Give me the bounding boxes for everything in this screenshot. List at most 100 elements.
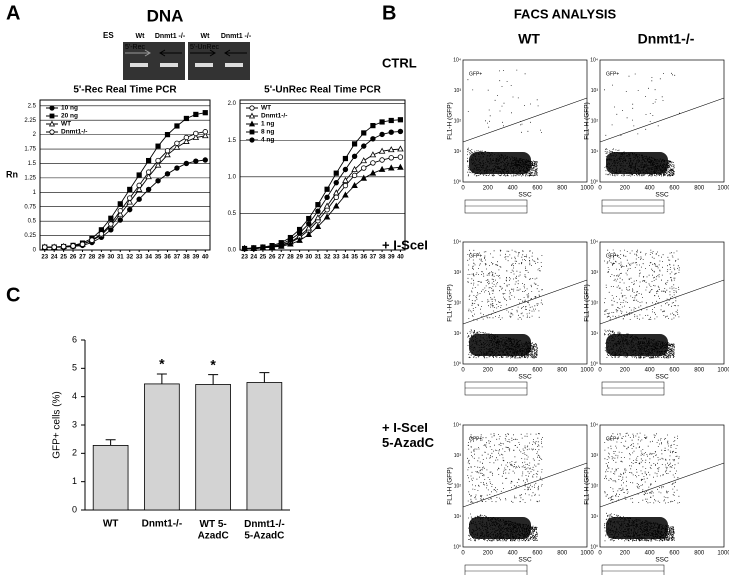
gel-band (160, 63, 178, 67)
gate-line (462, 462, 588, 508)
point (241, 245, 248, 252)
point (60, 243, 67, 250)
primer-label: 5'-Rec (125, 44, 146, 51)
legend-label: 1 ng (261, 121, 274, 128)
x-tick-label: 23 (241, 255, 248, 261)
facs-core (469, 334, 531, 356)
point (305, 230, 313, 238)
point (164, 151, 171, 158)
x-tick-label: 400 (508, 551, 519, 557)
point (183, 137, 190, 144)
facs-plot: GFP+ 0 200 400 600 800 1000 10⁰ 10¹ 10² 10³ 10⁴ SSC F… (447, 422, 594, 575)
facs-plot: GFP+ 0 200 400 600 800 1000 10⁰ 10¹ 10² 10³ 10⁴ SSC F… (584, 57, 729, 214)
x-tick-label: 0 (598, 368, 602, 374)
stats-table (464, 381, 528, 396)
point (397, 128, 404, 135)
gate-line (599, 462, 725, 508)
x-tick-label: 200 (620, 368, 631, 374)
y-tick-label: 10² (591, 118, 599, 124)
y-tick-label: 0.25 (24, 233, 36, 239)
x-tick-label: 32 (126, 255, 133, 261)
x-tick-label: 30 (107, 255, 114, 261)
series-line (244, 131, 401, 249)
y-tick-label: 10⁴ (453, 239, 461, 245)
point (388, 129, 394, 135)
x-tick-label: 0 (461, 186, 465, 192)
y-tick-label: 10² (454, 483, 462, 489)
x-tick-label: 25 (60, 255, 67, 261)
facs-plot: GFP+ 0 200 400 600 800 1000 10⁰ 10¹ 10² 10³ 10⁴ SSC F… (447, 239, 594, 396)
point (145, 169, 152, 175)
x-tick-label: 800 (557, 551, 568, 557)
x-tick-label: 31 (315, 255, 322, 261)
y-axis-label: FL1-H (GFP) (447, 284, 454, 322)
y-tick-label: 10² (454, 300, 462, 306)
legend-label: WT (61, 121, 71, 128)
x-tick-label: 37 (370, 255, 377, 261)
y-tick-label: 4 (72, 391, 77, 401)
x-tick-label: 39 (192, 255, 199, 261)
x-tick-label: 600 (532, 368, 543, 374)
x-axis-label: SSC (518, 192, 532, 199)
y-tick-label: 10³ (591, 270, 599, 276)
y-tick-label: 10⁰ (590, 179, 598, 185)
x-tick-label: 40 (202, 255, 209, 261)
y-tick-label: 0.75 (24, 204, 36, 210)
x-tick-label: 800 (694, 186, 705, 192)
facs-title: FACS ANALYSIS (514, 6, 617, 21)
x-tick-label: 31 (117, 255, 124, 261)
y-tick-label: 10¹ (454, 331, 462, 337)
point (202, 129, 208, 135)
gate-label: GFP+ (469, 436, 482, 442)
y-tick-label: 10¹ (454, 149, 462, 155)
point (278, 241, 284, 247)
point (202, 157, 208, 163)
point (351, 181, 358, 189)
y-tick-label: 6 (72, 334, 77, 344)
panel-letter: C (6, 284, 20, 306)
y-axis-label: FL1-H (GFP) (447, 102, 454, 140)
point (370, 123, 376, 129)
x-tick-label: 600 (669, 368, 680, 374)
point (287, 237, 294, 243)
legend-label: 8 ng (261, 129, 274, 136)
x-tick-label: 400 (645, 368, 656, 374)
point (51, 244, 57, 250)
point (306, 220, 312, 227)
y-tick-label: 10³ (454, 270, 462, 276)
x-axis-label: SSC (518, 557, 532, 564)
x-tick-label: 26 (269, 255, 276, 261)
point (324, 194, 330, 201)
stats-table (464, 564, 528, 575)
significance-mark: * (159, 356, 165, 372)
y-tick-label: 2 (33, 132, 37, 138)
y-axis-label: Rn (6, 169, 18, 179)
point (154, 161, 162, 168)
x-tick-label: WT 5-AzadC (198, 519, 229, 542)
chart-title: 5'-Rec Real Time PCR (73, 85, 177, 96)
point (260, 245, 266, 251)
y-tick-label: 10¹ (591, 514, 599, 520)
y-tick-label: 10² (454, 118, 462, 124)
y-tick-label: 10⁰ (453, 544, 461, 550)
y-tick-label: 0.5 (28, 219, 37, 225)
point (251, 245, 257, 252)
facs-plot: GFP+ 0 200 400 600 800 1000 10⁰ 10¹ 10² 10³ 10⁴ SSC F… (584, 239, 729, 396)
point (164, 148, 171, 154)
y-tick-label: 10⁴ (590, 57, 598, 63)
x-tick-label: 600 (669, 186, 680, 192)
point (155, 178, 161, 184)
point (342, 191, 349, 198)
point (296, 230, 303, 236)
point (342, 155, 349, 162)
x-tick-label: 24 (51, 255, 58, 261)
point (117, 201, 123, 207)
gel-lane-label: Wt (201, 33, 211, 40)
y-tick-label: 10¹ (591, 149, 599, 155)
y-tick-label: 3 (72, 419, 77, 429)
y-tick-label: 10¹ (591, 331, 599, 337)
x-tick-label: Dnmt1-/- (142, 519, 183, 530)
point (108, 215, 114, 221)
x-tick-label: 200 (620, 551, 631, 557)
series-line (44, 135, 206, 248)
